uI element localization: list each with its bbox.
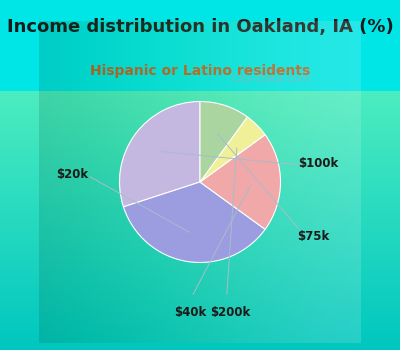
Wedge shape xyxy=(200,102,247,182)
Wedge shape xyxy=(200,135,280,229)
Text: $20k: $20k xyxy=(56,168,88,181)
Text: $100k: $100k xyxy=(298,156,338,169)
Wedge shape xyxy=(200,117,265,182)
Wedge shape xyxy=(124,182,265,262)
Text: $75k: $75k xyxy=(298,230,330,244)
Text: $40k: $40k xyxy=(174,306,207,319)
Text: Hispanic or Latino residents: Hispanic or Latino residents xyxy=(90,64,310,78)
Text: City-Data.com: City-Data.com xyxy=(231,74,311,84)
Text: Income distribution in Oakland, IA (%): Income distribution in Oakland, IA (%) xyxy=(7,19,393,36)
Text: $200k: $200k xyxy=(210,306,250,319)
Wedge shape xyxy=(120,102,200,207)
